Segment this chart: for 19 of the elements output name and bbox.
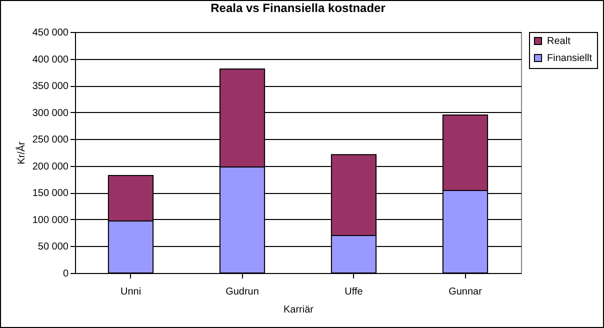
y-axis-title: Kr/År xyxy=(15,140,28,164)
y-tick-label: 0 xyxy=(62,268,69,280)
y-tick-label: 300 000 xyxy=(32,108,69,119)
y-tick-label: 250 000 xyxy=(32,134,69,146)
x-tick-label: Uffe xyxy=(344,286,364,298)
y-tick-label: 450 000 xyxy=(32,28,69,38)
x-tick-label: Gunnar xyxy=(448,286,483,298)
y-tick-label: 100 000 xyxy=(32,214,69,226)
legend-label: Realt xyxy=(547,36,571,47)
y-tick-label: 200 000 xyxy=(32,161,69,172)
x-axis-title: Karriär xyxy=(283,304,314,316)
y-tick-label: 50 000 xyxy=(38,242,69,253)
y-tick-label: 350 000 xyxy=(32,81,69,92)
y-tick-label: 400 000 xyxy=(32,54,69,66)
legend-label: Finansiellt xyxy=(547,53,592,64)
x-tick-label: Unni xyxy=(120,286,142,298)
chart-title: Reala vs Finansiella kostnader xyxy=(210,1,386,15)
y-tick-label: 150 000 xyxy=(32,188,69,200)
x-tick-label: Gudrun xyxy=(226,286,259,298)
